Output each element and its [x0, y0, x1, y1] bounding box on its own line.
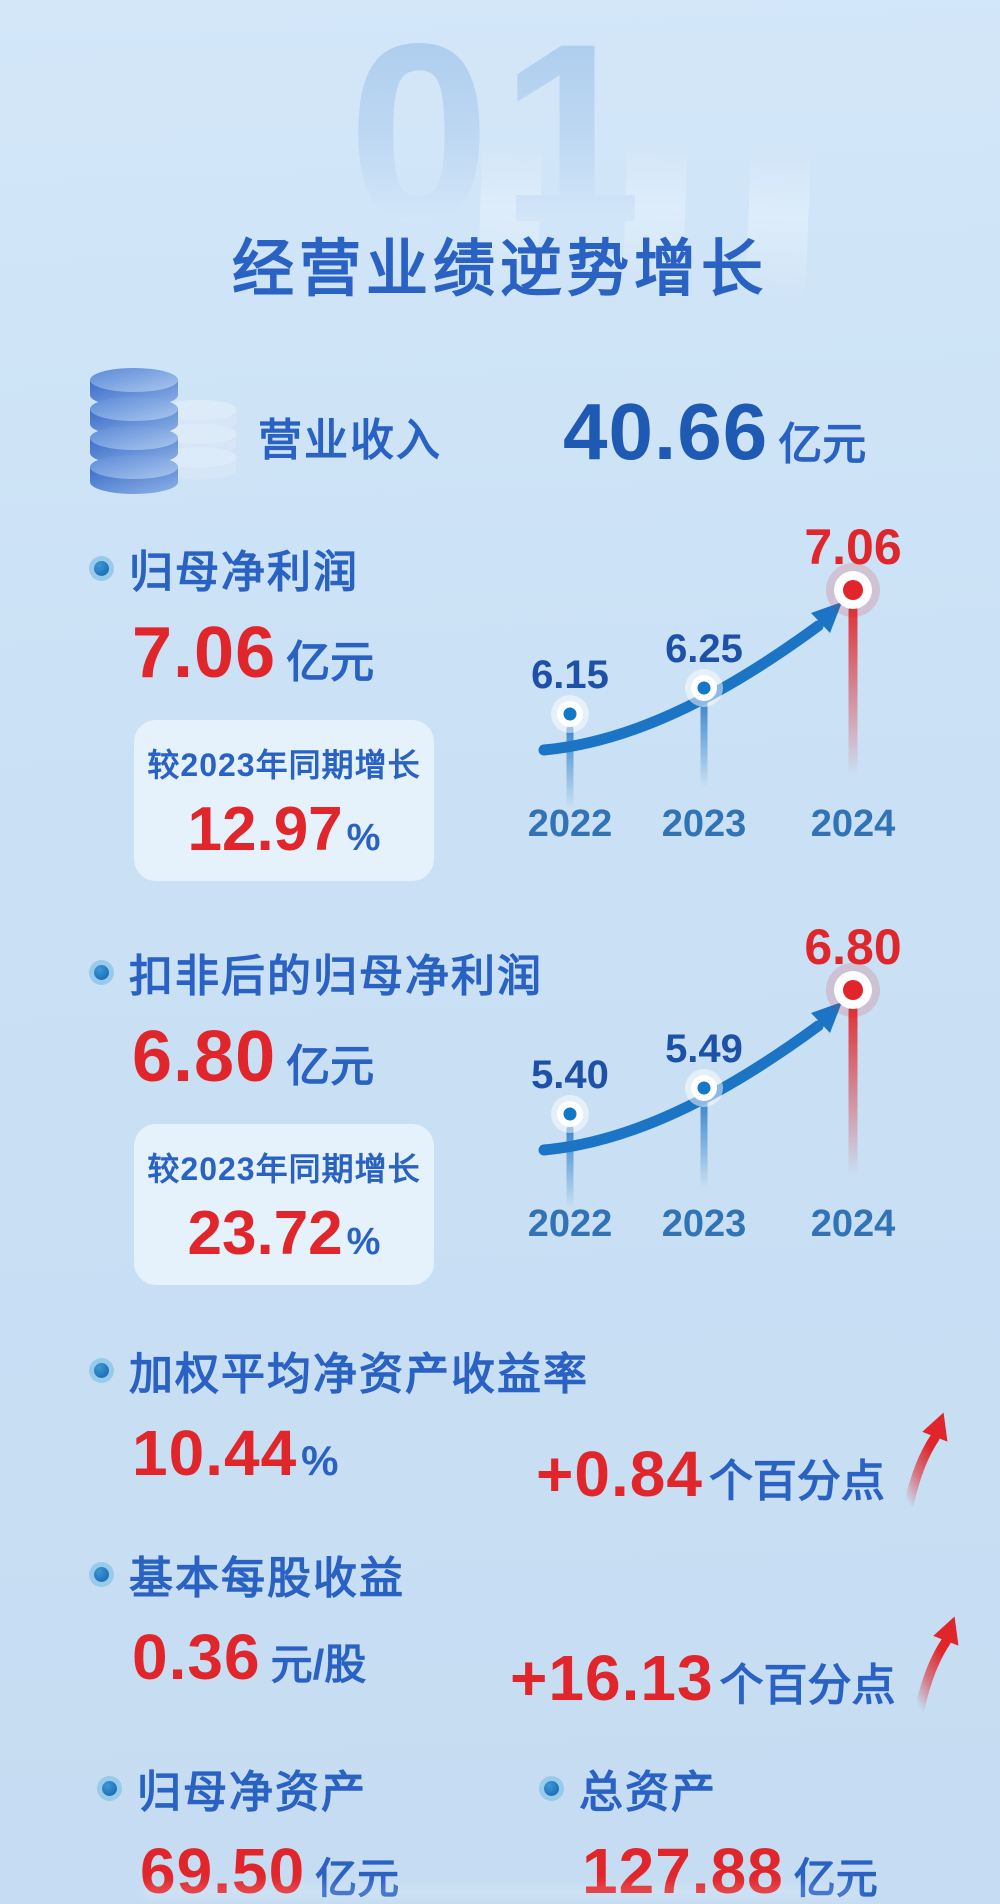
- net-profit-growth-box: 较2023年同期增长 12.97 %: [134, 720, 434, 881]
- total-assets-block: 总资产 127.88 亿元: [544, 1756, 878, 1904]
- stem-2023: [700, 700, 708, 788]
- trend-arrowhead-icon: [811, 1002, 842, 1033]
- data-point-marker-2023: [685, 1069, 723, 1107]
- eps-delta-unit: 个百分点: [719, 1661, 896, 1710]
- eps-delta-value: +16.13: [510, 1642, 714, 1714]
- value-label-2023: 6.25: [665, 627, 743, 671]
- roe-delta-value: +0.84: [536, 1438, 703, 1510]
- growth-value-row: 12.97 %: [142, 794, 426, 865]
- page-title: 经营业绩逆势增长: [231, 235, 768, 304]
- up-arrow-icon: [903, 1412, 948, 1510]
- net-profit-value: 7.06: [132, 613, 277, 693]
- deducted-net-profit-growth-box: 较2023年同期增长 23.72 %: [134, 1124, 434, 1285]
- year-label: 2022: [528, 1203, 613, 1245]
- revenue-label: 营业收入: [258, 416, 442, 465]
- footer-watermark-ghost: [140, 1884, 860, 1900]
- bullet-icon: [94, 1362, 109, 1378]
- trend-arrow: [538, 1020, 824, 1156]
- net-profit-unit: 亿元: [286, 638, 375, 687]
- trend-arrowhead-icon: [811, 602, 842, 633]
- deducted-net-profit-label: 扣非后的归母净利润: [129, 952, 543, 1001]
- net-profit-value-row: 7.06 亿元: [132, 612, 434, 694]
- total-assets-value: 127.88: [582, 1835, 784, 1904]
- growth-value: 12.97: [187, 795, 343, 864]
- bullet-icon: [544, 1780, 559, 1796]
- roe-delta-unit: 个百分点: [708, 1457, 885, 1506]
- growth-caption: 较2023年同期增长: [147, 747, 421, 783]
- net-assets-block: 归母净资产 69.50 亿元: [102, 1756, 399, 1904]
- eps-block: 基本每股收益 0.36 元/股: [94, 1542, 405, 1694]
- net-profit-chart: 6.15 6.25 7.06 2022 2023 2024: [520, 519, 960, 863]
- deducted-net-profit-chart: 5.40 5.49 6.80 2022 2023 2024: [520, 919, 960, 1263]
- data-point-marker-2024: [826, 963, 880, 1017]
- section-number-watermark: 01: [0, 6, 1000, 261]
- roe-label: 加权平均净资产收益率: [129, 1350, 589, 1399]
- trend-arrow: [538, 620, 824, 756]
- year-label: 2022: [528, 803, 613, 845]
- bullet-icon: [94, 560, 109, 576]
- up-arrow-icon: [914, 1616, 958, 1714]
- total-assets-unit: 亿元: [793, 1855, 878, 1902]
- growth-value: 23.72: [187, 1199, 343, 1268]
- eps-delta-group: +16.13 个百分点: [510, 1596, 972, 1715]
- value-label-2022: 5.40: [531, 1053, 609, 1097]
- value-label-2023: 5.49: [665, 1027, 743, 1071]
- deducted-net-profit-block: 扣非后的归母净利润 6.80 亿元 较2023年同期增长 23.72 %: [94, 940, 543, 1285]
- data-point-marker-2023: [685, 669, 723, 707]
- roe-header: 加权平均净资产收益率: [94, 1338, 589, 1402]
- year-label: 2024: [811, 803, 896, 845]
- deducted-net-profit-header: 扣非后的归母净利润: [94, 940, 543, 1004]
- stem-2023: [700, 1100, 708, 1188]
- bullet-icon: [102, 1780, 117, 1796]
- roe-value: 10.44: [132, 1417, 298, 1489]
- deducted-net-profit-value-row: 6.80 亿元: [132, 1016, 543, 1098]
- eps-label: 基本每股收益: [129, 1554, 405, 1603]
- growth-unit: %: [346, 1221, 381, 1263]
- eps-unit: 元/股: [270, 1641, 367, 1688]
- stem-2024: [848, 606, 858, 806]
- net-assets-value-row: 69.50 亿元: [140, 1834, 399, 1904]
- data-point-marker-2022: [551, 695, 589, 733]
- year-label: 2023: [662, 1203, 747, 1245]
- stem-2024: [848, 1006, 858, 1206]
- eps-value-row: 0.36 元/股: [132, 1620, 405, 1694]
- net-profit-block: 归母净利润 7.06 亿元 较2023年同期增长 12.97 %: [94, 536, 434, 881]
- net-profit-header: 归母净利润: [94, 536, 434, 600]
- revenue-value: 40.66: [563, 387, 769, 476]
- net-assets-value: 69.50: [140, 1835, 306, 1904]
- growth-unit: %: [346, 817, 381, 859]
- roe-unit: %: [301, 1437, 339, 1484]
- revenue-value-row: 40.66 亿元: [563, 386, 866, 478]
- total-assets-label: 总资产: [579, 1768, 717, 1817]
- database-icon: [88, 366, 248, 501]
- value-label-2024: 6.80: [804, 928, 901, 975]
- data-point-marker-2024: [826, 563, 880, 617]
- growth-value-row: 23.72 %: [142, 1198, 426, 1269]
- value-label-2024: 7.06: [804, 528, 901, 575]
- roe-delta-group: +0.84 个百分点: [536, 1392, 961, 1511]
- net-assets-unit: 亿元: [315, 1855, 400, 1902]
- roe-value-row: 10.44 %: [132, 1416, 589, 1490]
- net-assets-header: 归母净资产: [102, 1756, 399, 1820]
- roe-block: 加权平均净资产收益率 10.44 %: [94, 1338, 589, 1490]
- deducted-net-profit-unit: 亿元: [286, 1042, 375, 1091]
- net-profit-label: 归母净利润: [129, 548, 359, 597]
- net-assets-label: 归母净资产: [137, 1768, 367, 1817]
- bullet-icon: [94, 1566, 109, 1582]
- value-label-2022: 6.15: [531, 653, 609, 697]
- stem-2022: [566, 726, 574, 808]
- growth-caption: 较2023年同期增长: [147, 1151, 421, 1187]
- year-label: 2024: [811, 1203, 896, 1245]
- data-point-marker-2022: [551, 1095, 589, 1133]
- eps-value: 0.36: [132, 1621, 261, 1693]
- bullet-icon: [94, 964, 109, 980]
- total-assets-value-row: 127.88 亿元: [582, 1834, 878, 1904]
- year-label: 2023: [662, 803, 747, 845]
- eps-header: 基本每股收益: [94, 1542, 405, 1606]
- revenue-unit: 亿元: [778, 420, 867, 469]
- total-assets-header: 总资产: [544, 1756, 878, 1820]
- deducted-net-profit-value: 6.80: [132, 1017, 277, 1097]
- stem-2022: [566, 1126, 574, 1208]
